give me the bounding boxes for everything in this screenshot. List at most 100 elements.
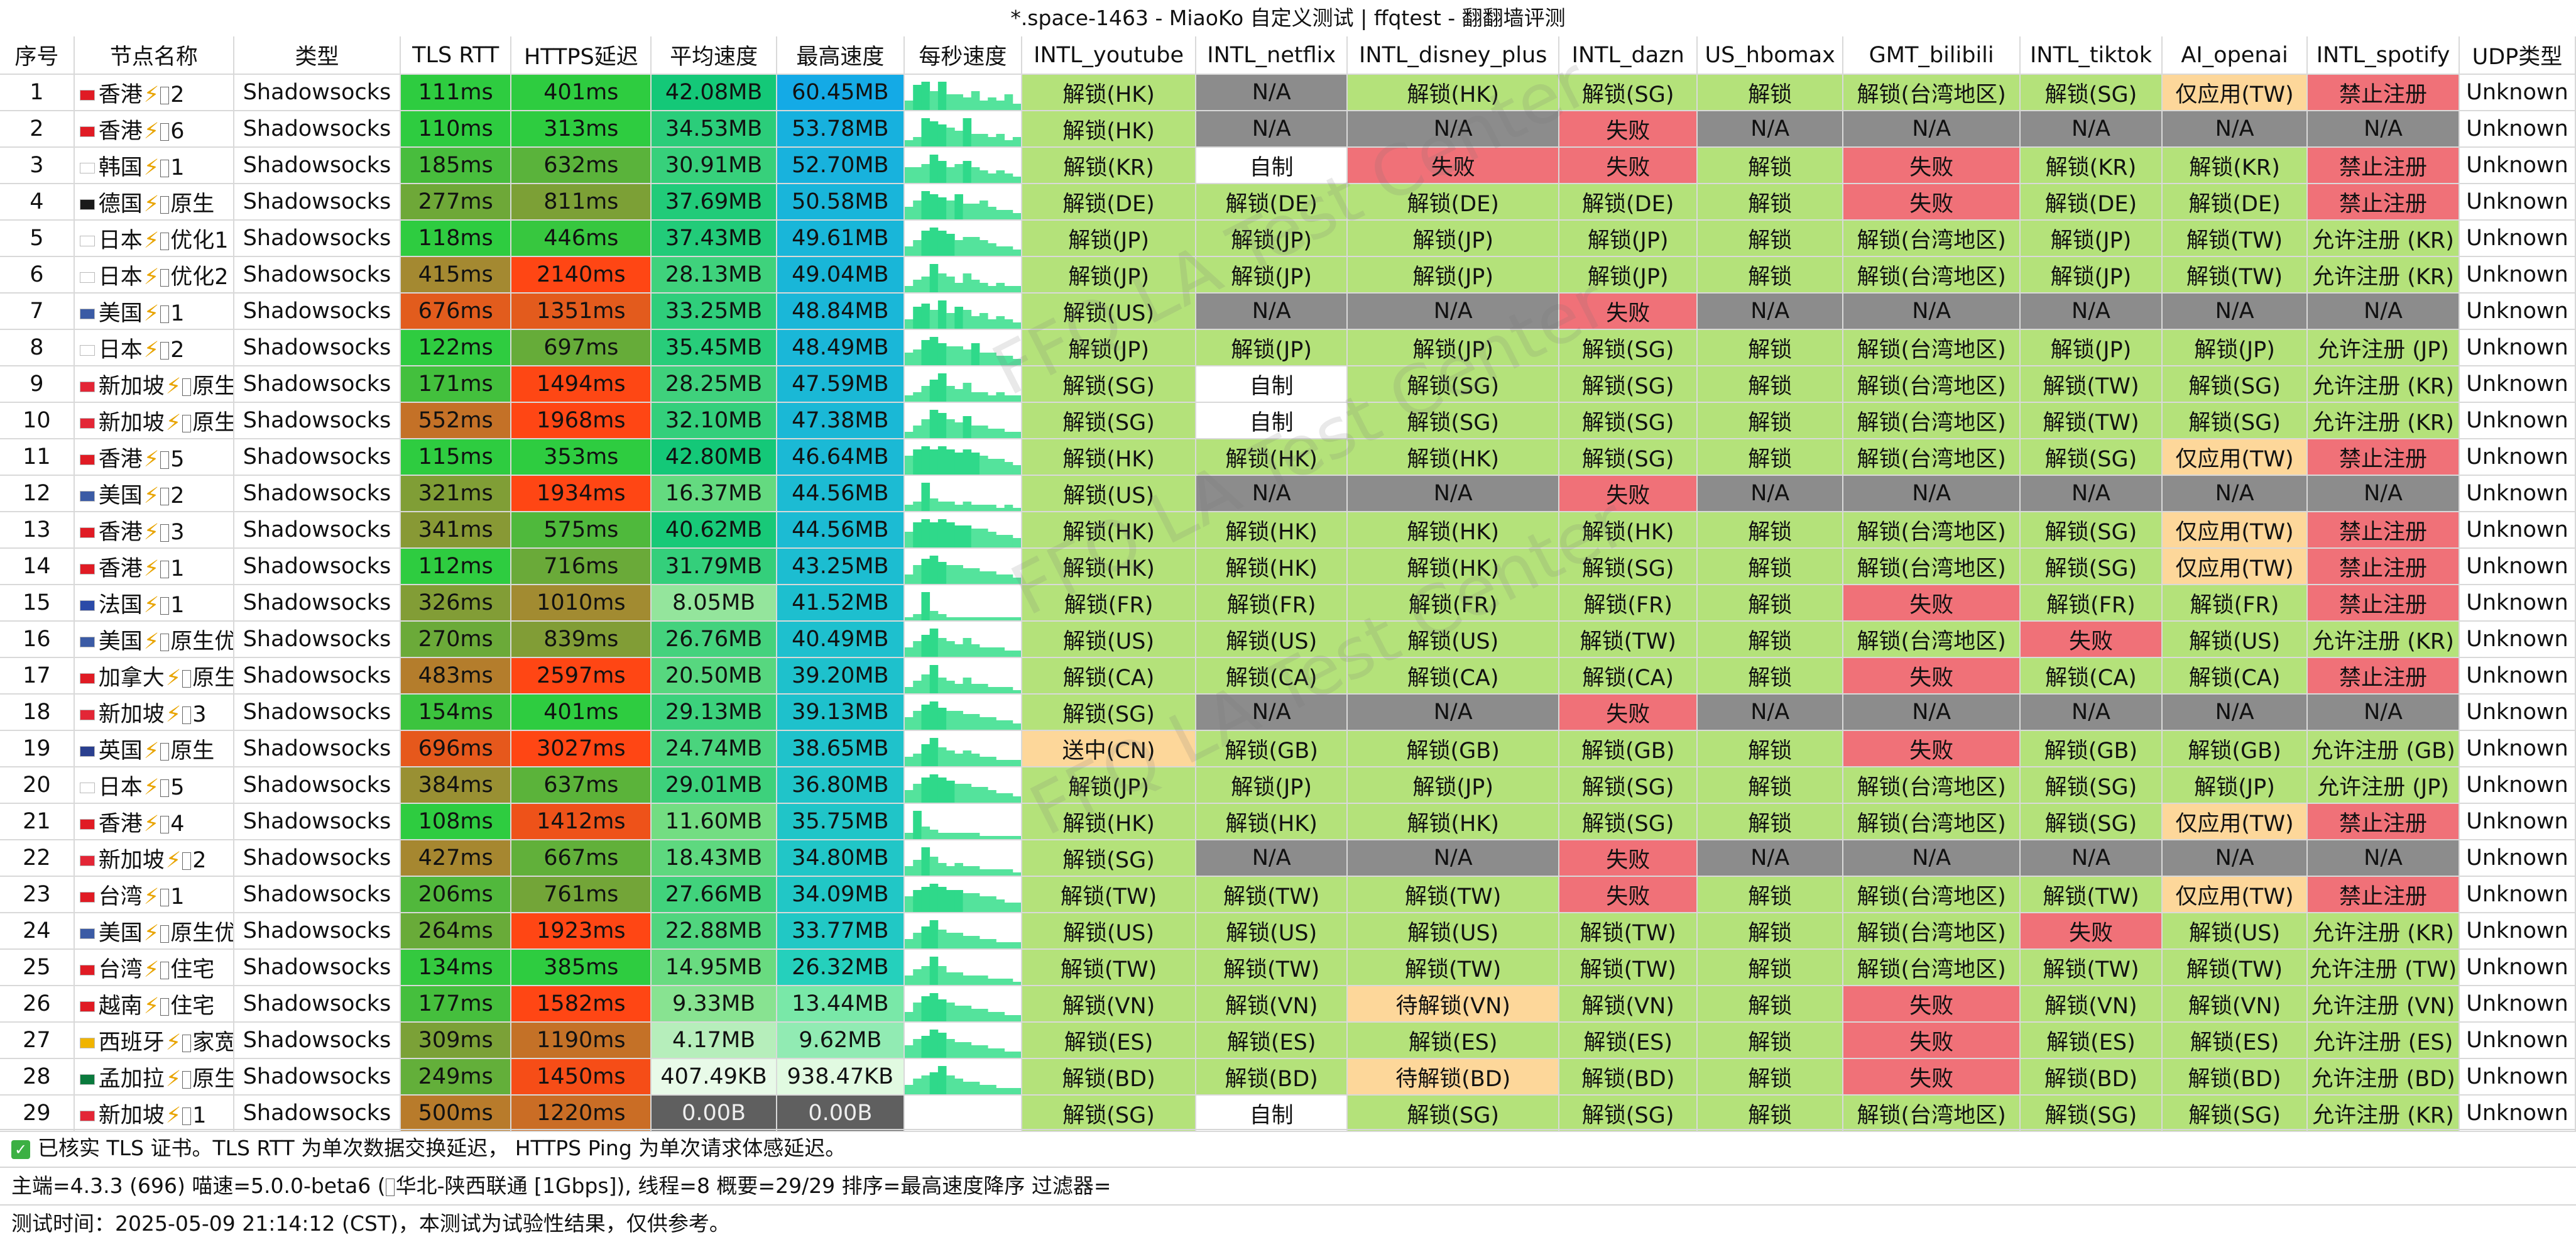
unlock-youtube: 解锁(JP) bbox=[1021, 767, 1197, 804]
table-row[interactable]: 3 韩国⚡ 1 Shadowsocks 185ms 632ms 30.91MB 52.70MB… bbox=[0, 147, 2576, 184]
node-name[interactable]: 日本⚡ 优化2 bbox=[74, 256, 235, 294]
table-row[interactable]: 5 日本⚡ 优化1 Shadowsocks 118ms 446ms 37.43MB 49.61… bbox=[0, 220, 2576, 257]
column-header[interactable]: INTL_youtube bbox=[1021, 36, 1197, 75]
sparkline-bar bbox=[921, 887, 930, 911]
node-name[interactable]: 越南⚡ 住宅 bbox=[74, 986, 235, 1023]
column-header[interactable]: 最高速度 bbox=[776, 36, 905, 75]
sparkline-bar bbox=[963, 975, 971, 984]
table-row[interactable]: 10 新加坡⚡ 原生优化1Shadowsocks552ms1968ms32.10MB… bbox=[0, 402, 2576, 439]
table-row[interactable]: 24 美国⚡ 原生优化2Shadowsocks264ms1923ms22.88MB3… bbox=[0, 913, 2576, 950]
node-name[interactable]: 英国⚡ 原生 bbox=[74, 730, 235, 767]
table-row[interactable]: 18 新加坡⚡ 3 Shadowsocks 154ms 401ms 29.13MB 39.13… bbox=[0, 694, 2576, 731]
unlock-openai: 解锁(VN) bbox=[2161, 986, 2308, 1023]
table-row[interactable]: 13 香港⚡ 3 Shadowsocks 341ms 575ms 40.62MB 44.56M… bbox=[0, 512, 2576, 549]
node-name[interactable]: 法国⚡ 1 bbox=[74, 585, 235, 622]
table-row[interactable]: 11 香港⚡ 5 Shadowsocks 115ms 353ms 42.80MB 46.64M… bbox=[0, 439, 2576, 476]
table-row[interactable]: 17 加拿大⚡ 原生 Shadowsocks 483ms 2597ms 20.50MB 39.… bbox=[0, 657, 2576, 695]
node-name[interactable]: 美国⚡ 原生优化2 bbox=[74, 913, 235, 950]
node-name[interactable]: 新加坡⚡ 原生优化2 bbox=[74, 366, 235, 403]
node-name[interactable]: 美国⚡ 1 bbox=[74, 293, 235, 330]
table-row[interactable]: 29 新加坡⚡ 1 Shadowsocks 500ms 1220ms 0.00B 0.00B 解… bbox=[0, 1095, 2576, 1132]
node-name[interactable]: 香港⚡ 2 bbox=[74, 74, 235, 111]
column-header[interactable]: HTTPS延迟 bbox=[511, 36, 652, 75]
node-name[interactable]: 新加坡⚡ 1 bbox=[74, 1095, 235, 1132]
table-row[interactable]: 16 美国⚡ 原生优化1Shadowsocks270ms839ms26.76MB40… bbox=[0, 621, 2576, 658]
column-header[interactable]: GMT_bilibili bbox=[1843, 36, 2021, 75]
node-name[interactable]: 台湾⚡ 住宅 bbox=[74, 949, 235, 986]
column-header[interactable]: INTL_disney_plus bbox=[1347, 36, 1560, 75]
node-name[interactable]: 香港⚡ 5 bbox=[74, 439, 235, 476]
unlock-openai: N/A bbox=[2161, 475, 2308, 512]
column-header[interactable]: UDP类型 bbox=[2459, 36, 2576, 75]
node-name[interactable]: 香港⚡ 3 bbox=[74, 512, 235, 549]
node-suffix: 3 bbox=[192, 701, 207, 727]
table-row[interactable]: 20 日本⚡ 5 Shadowsocks 384ms 637ms 29.01MB 36.80M… bbox=[0, 767, 2576, 804]
table-row[interactable]: 28 孟加拉⚡ 原生 Shadowsocks 249ms 1450ms 407.49KB 93… bbox=[0, 1058, 2576, 1096]
sparkline-bar bbox=[904, 1085, 914, 1094]
node-name[interactable]: 台湾⚡ 1 bbox=[74, 876, 235, 913]
table-row[interactable]: 22 新加坡⚡ 2 Shadowsocks 427ms 667ms 18.43MB 34.80… bbox=[0, 840, 2576, 877]
unlock-bilibili: 解锁(台湾地区) bbox=[1843, 220, 2021, 257]
column-header[interactable]: TLS RTT bbox=[400, 36, 512, 75]
table-row[interactable]: 21 香港⚡ 4 Shadowsocks 108ms 1412ms 11.60MB 35.75… bbox=[0, 803, 2576, 840]
node-name[interactable]: 香港⚡ 6 bbox=[74, 111, 235, 148]
table-row[interactable]: 7 美国⚡ 1 Shadowsocks 676ms 1351ms 33.25MB 48.84M… bbox=[0, 293, 2576, 330]
table-row[interactable]: 8 日本⚡ 2 Shadowsocks 122ms 697ms 35.45MB 48.49MB… bbox=[0, 329, 2576, 366]
node-name[interactable]: 韩国⚡ 1 bbox=[74, 147, 235, 184]
node-name[interactable]: 德国⚡ 原生 bbox=[74, 184, 235, 221]
table-row[interactable]: 1 香港⚡ 2 Shadowsocks 111ms 401ms 42.08MB 60.45MB… bbox=[0, 74, 2576, 111]
column-header[interactable]: INTL_spotify bbox=[2307, 36, 2460, 75]
table-row[interactable]: 12 美国⚡ 2 Shadowsocks 321ms 1934ms 16.37MB 44.56… bbox=[0, 475, 2576, 512]
sparkline-bar bbox=[987, 429, 996, 437]
sparkline-bar bbox=[946, 313, 955, 328]
node-name[interactable]: 西班牙⚡ 家宽 bbox=[74, 1022, 235, 1059]
table-row[interactable]: 25 台湾⚡ 住宅 Shadowsocks 134ms 385ms 14.95MB 26.32… bbox=[0, 949, 2576, 986]
node-name[interactable]: 新加坡⚡ 3 bbox=[74, 694, 235, 731]
column-header[interactable]: 节点名称 bbox=[74, 36, 235, 75]
column-header[interactable]: INTL_netflix bbox=[1196, 36, 1348, 75]
node-name[interactable]: 加拿大⚡ 原生 bbox=[74, 657, 235, 695]
unlock-tiktok: N/A bbox=[2019, 840, 2163, 877]
https-latency: 697ms bbox=[511, 329, 652, 366]
column-header[interactable]: INTL_dazn bbox=[1559, 36, 1698, 75]
table-row[interactable]: 15 法国⚡ 1 Shadowsocks 326ms 1010ms 8.05MB 41.52M… bbox=[0, 585, 2576, 622]
column-header[interactable]: 平均速度 bbox=[651, 36, 777, 75]
node-name[interactable]: 日本⚡ 优化1 bbox=[74, 220, 235, 257]
node-name[interactable]: 孟加拉⚡ 原生 bbox=[74, 1058, 235, 1096]
table-row[interactable]: 6 日本⚡ 优化2 Shadowsocks 415ms 2140ms 28.13MB 49.0… bbox=[0, 256, 2576, 294]
proxy-type: Shadowsocks bbox=[234, 694, 401, 731]
unlock-disney-plus: 解锁(JP) bbox=[1347, 767, 1560, 804]
column-header[interactable]: 每秒速度 bbox=[903, 36, 1022, 75]
node-name[interactable]: 日本⚡ 5 bbox=[74, 767, 235, 804]
sparkline-bar bbox=[946, 711, 955, 729]
node-name[interactable]: 日本⚡ 2 bbox=[74, 329, 235, 366]
table-row[interactable]: 2 香港⚡ 6 Shadowsocks 110ms 313ms 34.53MB 53.78MB… bbox=[0, 111, 2576, 148]
column-header[interactable]: INTL_tiktok bbox=[2019, 36, 2163, 75]
column-header[interactable]: 序号 bbox=[0, 36, 75, 75]
lightning-icon: ⚡ bbox=[143, 300, 160, 326]
node-name[interactable]: 香港⚡ 4 bbox=[74, 803, 235, 840]
node-name[interactable]: 新加坡⚡ 原生优化1 bbox=[74, 402, 235, 439]
column-header[interactable]: AI_openai bbox=[2161, 36, 2308, 75]
unlock-netflix: N/A bbox=[1196, 74, 1348, 111]
column-header[interactable]: 类型 bbox=[234, 36, 401, 75]
unlock-tiktok: N/A bbox=[2019, 293, 2163, 330]
udp-type: Unknown bbox=[2459, 913, 2576, 950]
table-row[interactable]: 4 德国⚡ 原生 Shadowsocks 277ms 811ms 37.69MB 50.58M… bbox=[0, 184, 2576, 221]
node-name[interactable]: 美国⚡ 2 bbox=[74, 475, 235, 512]
column-header[interactable]: US_hbomax bbox=[1697, 36, 1844, 75]
node-name[interactable]: 美国⚡ 原生优化1 bbox=[74, 621, 235, 658]
table-row[interactable]: 14 香港⚡ 1 Shadowsocks 112ms 716ms 31.79MB 43.25M… bbox=[0, 548, 2576, 585]
table-row[interactable]: 27 西班牙⚡ 家宽 Shadowsocks 309ms 1190ms 4.17MB 9.62… bbox=[0, 1022, 2576, 1059]
unlock-disney-plus: N/A bbox=[1347, 840, 1560, 877]
sparkline-bar bbox=[954, 283, 963, 292]
node-name[interactable]: 香港⚡ 1 bbox=[74, 548, 235, 585]
missing-glyph-icon bbox=[160, 159, 170, 177]
sparkline-bar bbox=[904, 896, 914, 911]
table-row[interactable]: 23 台湾⚡ 1 Shadowsocks 206ms 761ms 27.66MB 34.09M… bbox=[0, 876, 2576, 913]
table-row[interactable]: 26 越南⚡ 住宅 Shadowsocks 177ms 1582ms 9.33MB 13.44… bbox=[0, 986, 2576, 1023]
table-row[interactable]: 9 新加坡⚡ 原生优化2Shadowsocks171ms1494ms28.25MB4… bbox=[0, 366, 2576, 403]
node-name[interactable]: 新加坡⚡ 2 bbox=[74, 840, 235, 877]
unlock-hbomax: N/A bbox=[1697, 840, 1844, 877]
table-row[interactable]: 19 英国⚡ 原生 Shadowsocks 696ms 3027ms 24.74MB 38.6… bbox=[0, 730, 2576, 767]
